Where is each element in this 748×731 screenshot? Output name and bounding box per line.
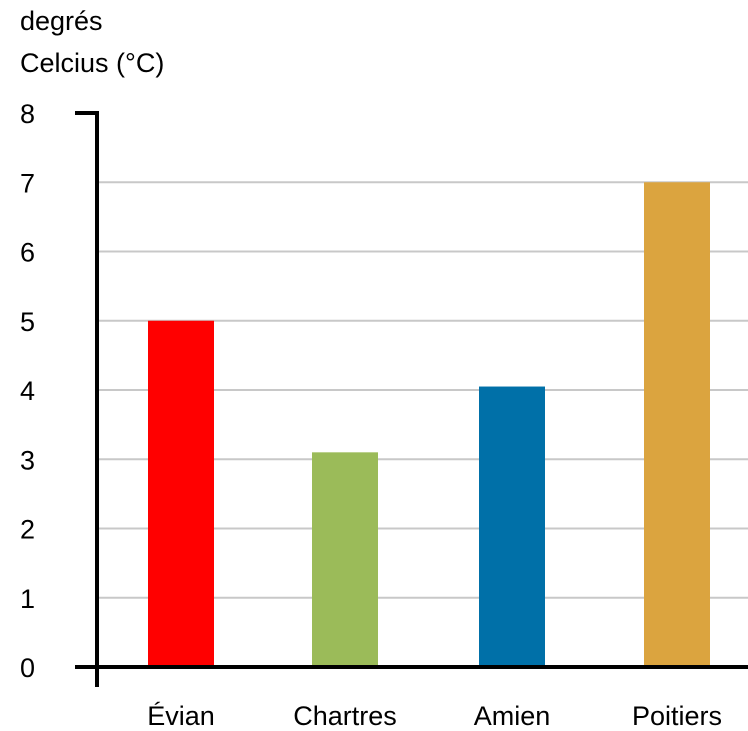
y-tick-label-1: 1 — [20, 584, 35, 614]
y-tick-label-3: 3 — [20, 445, 35, 475]
category-label-0: Évian — [147, 701, 215, 731]
y-tick-label-6: 6 — [20, 238, 35, 268]
y-tick-label-0: 0 — [20, 653, 35, 683]
y-tick-label-8: 8 — [20, 99, 35, 129]
y-axis-label: degrés Celcius (°C) — [20, 6, 164, 78]
bar-poitiers — [644, 182, 710, 667]
category-label-2: Amien — [474, 701, 551, 731]
category-label-3: Poitiers — [632, 701, 722, 731]
y-tick-label-2: 2 — [20, 515, 35, 545]
bar-evian — [148, 320, 214, 667]
y-tick-label-5: 5 — [20, 307, 35, 337]
axes — [75, 111, 748, 687]
bar-chartres — [312, 452, 378, 667]
y-tick-label-7: 7 — [20, 168, 35, 198]
bars — [148, 182, 710, 667]
category-labels: Évian Chartres Amien Poitiers — [147, 701, 722, 731]
bar-amien — [479, 386, 545, 667]
y-axis-label-line-2: Celcius (°C) — [20, 48, 164, 78]
category-label-1: Chartres — [293, 701, 397, 731]
y-axis-label-line-1: degrés — [20, 6, 103, 36]
y-tick-labels: 0 1 2 3 4 5 6 7 8 — [20, 99, 35, 683]
y-tick-label-4: 4 — [20, 376, 35, 406]
